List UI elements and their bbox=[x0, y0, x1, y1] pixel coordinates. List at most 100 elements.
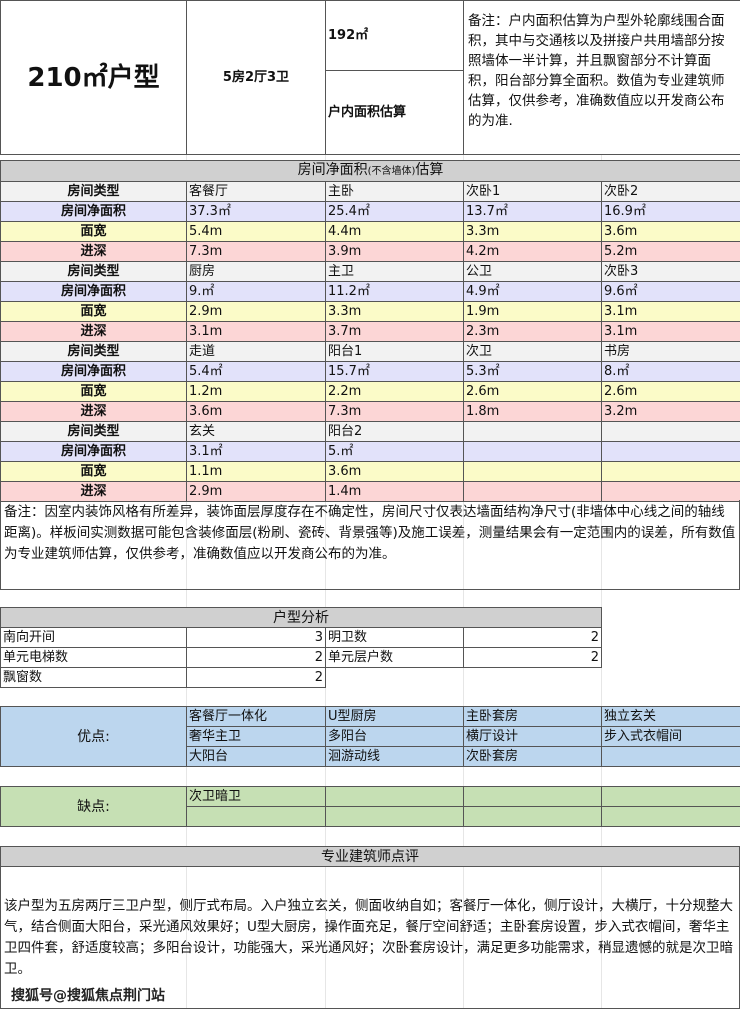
row-label: 面宽 bbox=[0, 461, 187, 482]
room-depth-cell bbox=[463, 481, 602, 502]
row-label: 进深 bbox=[0, 401, 187, 422]
cons-item: 次卫暗卫 bbox=[186, 786, 326, 807]
summary-table: 210㎡户型 5房2厅3卫 192㎡ 备注：户内面积估算为户型外轮廓线围合面积，… bbox=[0, 0, 740, 155]
room-depth-cell: 5.2m bbox=[600, 241, 740, 262]
room-area-cell: 4.9㎡ bbox=[463, 281, 602, 302]
layout-analysis-table: 户型分析 南向开间 3 明卫数 2 单元电梯数 2 单元层户数 2 飘窗数 2 bbox=[0, 607, 602, 688]
title-main: 房间净面积 bbox=[297, 162, 368, 178]
room-note: 备注：因室内装饰风格有所差异，装饰面层厚度存在不确定性，房间尺寸仅表达墙面结构净… bbox=[0, 500, 740, 590]
room-depth-cell: 3.6m bbox=[186, 401, 326, 422]
room-area-cell: 5.3㎡ bbox=[463, 361, 602, 382]
row-label: 面宽 bbox=[0, 301, 187, 322]
analysis-key: 单元层户数 bbox=[325, 647, 464, 668]
cons-item bbox=[325, 786, 464, 807]
room-width-cell bbox=[600, 461, 740, 482]
analysis-value: 3 bbox=[186, 627, 326, 648]
pros-item: 多阳台 bbox=[325, 726, 464, 747]
review-title: 专业建筑师点评 bbox=[1, 847, 739, 867]
room-area-cell: 25.4㎡ bbox=[325, 201, 464, 222]
row-label: 房间类型 bbox=[0, 341, 187, 362]
pros-item bbox=[601, 746, 740, 767]
pros-item: U型厨房 bbox=[325, 706, 464, 727]
analysis-key: 明卫数 bbox=[325, 627, 464, 648]
room-area-cell: 11.2㎡ bbox=[325, 281, 464, 302]
pros-item: 次卧套房 bbox=[463, 746, 602, 767]
cons-item bbox=[463, 806, 602, 827]
cons-item bbox=[186, 806, 326, 827]
room-width-cell: 4.4m bbox=[325, 221, 464, 242]
watermark: 搜狐号@搜狐焦点荆门站 bbox=[11, 988, 165, 1004]
room-row-area: 房间净面积 3.1㎡ 5.㎡ bbox=[0, 441, 740, 462]
room-depth-cell bbox=[600, 481, 740, 502]
room-type-cell: 玄关 bbox=[186, 421, 326, 442]
room-width-cell: 5.4m bbox=[186, 221, 326, 242]
room-area-table: 房间净面积(不含墙体)估算 房间类型 客餐厅 主卧 次卧1 次卧2 房间净面积 37.3㎡ 2… bbox=[0, 160, 740, 502]
room-row-depth: 进深 3.1m 3.7m 2.3m 3.1m bbox=[0, 321, 740, 342]
room-depth-cell: 4.2m bbox=[463, 241, 602, 262]
title-small: (不含墙体) bbox=[367, 166, 416, 177]
room-width-cell: 3.3m bbox=[325, 301, 464, 322]
unit-layout: 5房2厅3卫 bbox=[186, 0, 326, 155]
review-text: 该户型为五房两厅三卫户型，侧厅式布局。入户独立玄关，侧面收纳自如；客餐厅一体化，… bbox=[4, 898, 733, 977]
room-row-depth: 进深 2.9m 1.4m bbox=[0, 481, 740, 502]
analysis-value: 2 bbox=[463, 627, 602, 648]
room-row-width: 面宽 2.9m 3.3m 1.9m 3.1m bbox=[0, 301, 740, 322]
room-row-width: 面宽 5.4m 4.4m 3.3m 3.6m bbox=[0, 221, 740, 242]
room-type-cell: 次卧2 bbox=[600, 181, 740, 202]
pros-item: 横厅设计 bbox=[463, 726, 602, 747]
unit-title: 210㎡户型 bbox=[0, 0, 187, 155]
room-width-cell bbox=[463, 461, 602, 482]
room-area-cell: 8.㎡ bbox=[600, 361, 740, 382]
row-label: 房间净面积 bbox=[0, 361, 187, 382]
room-row-depth: 进深 7.3m 3.9m 4.2m 5.2m bbox=[0, 241, 740, 262]
room-table-title: 房间净面积(不含墙体)估算 bbox=[0, 160, 740, 182]
row-label: 进深 bbox=[0, 241, 187, 262]
room-area-cell: 13.7㎡ bbox=[463, 201, 602, 222]
room-depth-cell: 7.3m bbox=[325, 401, 464, 422]
room-depth-cell: 1.4m bbox=[325, 481, 464, 502]
room-type-cell: 公卫 bbox=[463, 261, 602, 282]
indoor-area-label: 户内面积估算 bbox=[325, 70, 464, 155]
room-type-cell: 阳台1 bbox=[325, 341, 464, 362]
pros-table: 优点: 客餐厅一体化 U型厨房 主卧套房 独立玄关 奢华主卫 多阳台 横厅设计 步入式衣帽间 大阳… bbox=[0, 706, 740, 767]
room-depth-cell: 2.3m bbox=[463, 321, 602, 342]
pros-item: 奢华主卫 bbox=[186, 726, 326, 747]
cons-item bbox=[601, 786, 740, 807]
room-area-cell: 5.4㎡ bbox=[186, 361, 326, 382]
room-type-cell: 次卧1 bbox=[463, 181, 602, 202]
room-area-cell: 37.3㎡ bbox=[186, 201, 326, 222]
room-area-cell: 9.㎡ bbox=[186, 281, 326, 302]
room-type-cell: 阳台2 bbox=[325, 421, 464, 442]
title-end: 估算 bbox=[415, 162, 444, 178]
row-label: 面宽 bbox=[0, 381, 187, 402]
cons-label: 缺点: bbox=[0, 786, 187, 827]
analysis-title: 户型分析 bbox=[0, 607, 602, 628]
room-depth-cell: 3.1m bbox=[600, 321, 740, 342]
cons-item bbox=[463, 786, 602, 807]
pros-item: 大阳台 bbox=[186, 746, 326, 767]
analysis-value: 2 bbox=[186, 667, 326, 688]
room-row-depth: 进深 3.6m 7.3m 1.8m 3.2m bbox=[0, 401, 740, 422]
room-type-cell: 次卧3 bbox=[600, 261, 740, 282]
room-width-cell: 3.6m bbox=[325, 461, 464, 482]
room-type-cell: 主卫 bbox=[325, 261, 464, 282]
room-type-cell bbox=[600, 421, 740, 442]
room-area-cell bbox=[600, 441, 740, 462]
room-row-area: 房间净面积 9.㎡ 11.2㎡ 4.9㎡ 9.6㎡ bbox=[0, 281, 740, 302]
room-width-cell: 1.9m bbox=[463, 301, 602, 322]
room-type-cell: 书房 bbox=[600, 341, 740, 362]
room-width-cell: 2.6m bbox=[463, 381, 602, 402]
area-note: 备注：户内面积估算为户型外轮廓线围合面积，其中与交通核以及拼接户共用墙部分按照墙… bbox=[463, 0, 740, 155]
room-width-cell: 3.6m bbox=[600, 221, 740, 242]
room-row-area: 房间净面积 37.3㎡ 25.4㎡ 13.7㎡ 16.9㎡ bbox=[0, 201, 740, 222]
analysis-value: 2 bbox=[463, 647, 602, 668]
row-label: 房间类型 bbox=[0, 181, 187, 202]
room-type-cell: 走道 bbox=[186, 341, 326, 362]
analysis-key: 飘窗数 bbox=[0, 667, 187, 688]
pros-item: 主卧套房 bbox=[463, 706, 602, 727]
analysis-key: 南向开间 bbox=[0, 627, 187, 648]
room-area-cell: 16.9㎡ bbox=[600, 201, 740, 222]
row-label: 进深 bbox=[0, 321, 187, 342]
room-depth-cell: 3.7m bbox=[325, 321, 464, 342]
room-row-width: 面宽 1.2m 2.2m 2.6m 2.6m bbox=[0, 381, 740, 402]
